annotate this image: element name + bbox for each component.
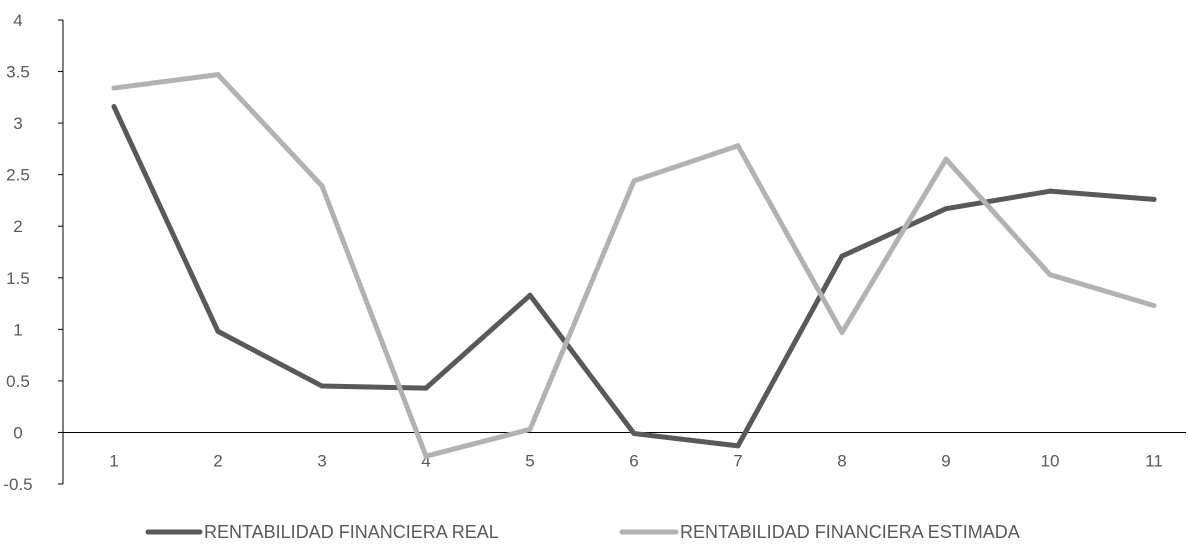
x-tick-label: 7 xyxy=(733,451,742,470)
data-point-estimada xyxy=(319,183,325,189)
y-tick-label: 3 xyxy=(13,114,22,133)
data-point-real xyxy=(839,253,845,259)
series-line-real xyxy=(111,104,1157,449)
axes: -0.5 0 0.5 1 1.5 2 2.5 3 3.5 4 1 2 3 4 5 6 7 8 9 10 11 xyxy=(3,11,1186,494)
x-tick-label: 5 xyxy=(525,451,534,470)
data-point-estimada xyxy=(1047,272,1053,278)
data-point-real xyxy=(735,443,741,449)
legend-item-estimada: RENTABILIDAD FINANCIERA ESTIMADA xyxy=(619,522,1020,542)
x-tick-label: 11 xyxy=(1145,451,1163,470)
data-point-real xyxy=(1151,196,1157,202)
y-tick-label: 0.5 xyxy=(6,372,30,391)
data-point-real xyxy=(215,328,221,334)
data-point-estimada xyxy=(111,85,117,91)
data-point-real xyxy=(943,206,949,212)
legend-label-estimada: RENTABILIDAD FINANCIERA ESTIMADA xyxy=(680,522,1020,541)
x-tick-label: 3 xyxy=(317,451,326,470)
data-point-estimada xyxy=(735,143,741,149)
data-point-estimada xyxy=(943,156,949,162)
data-point-real xyxy=(1047,188,1053,194)
x-tick-label: 10 xyxy=(1041,451,1060,470)
series-line-estimada xyxy=(111,72,1157,459)
data-point-estimada xyxy=(215,72,221,78)
data-point-estimada xyxy=(527,426,533,432)
data-point-estimada xyxy=(423,453,429,459)
data-point-estimada xyxy=(1151,303,1157,309)
x-tick-label: 2 xyxy=(213,451,222,470)
legend-label-real: RENTABILIDAD FINANCIERA REAL xyxy=(204,522,499,541)
y-tick-label: 1 xyxy=(13,320,22,339)
x-tick-label: 4 xyxy=(421,451,430,470)
data-point-real xyxy=(111,104,117,110)
y-tick-label: 1.5 xyxy=(6,269,30,288)
x-tick-label: 8 xyxy=(837,451,846,470)
data-point-estimada xyxy=(839,329,845,335)
y-tick-label: -0.5 xyxy=(3,475,32,494)
legend: RENTABILIDAD FINANCIERA REAL RENTABILIDA… xyxy=(145,522,1020,542)
data-point-estimada xyxy=(631,178,637,184)
data-point-real xyxy=(319,383,325,389)
x-tick-label: 1 xyxy=(109,451,118,470)
data-point-real xyxy=(423,385,429,391)
y-tick-label: 2.5 xyxy=(6,166,30,185)
y-tick-label: 4 xyxy=(13,11,22,30)
x-tick-label: 9 xyxy=(941,451,950,470)
y-tick-label: 0 xyxy=(13,423,22,442)
series-lines xyxy=(111,72,1157,459)
legend-item-real: RENTABILIDAD FINANCIERA REAL xyxy=(145,522,499,542)
y-tick-label: 3.5 xyxy=(6,63,30,82)
x-tick-label: 6 xyxy=(629,451,638,470)
y-tick-label: 2 xyxy=(13,217,22,236)
data-point-real xyxy=(527,292,533,298)
data-point-real xyxy=(631,430,637,436)
